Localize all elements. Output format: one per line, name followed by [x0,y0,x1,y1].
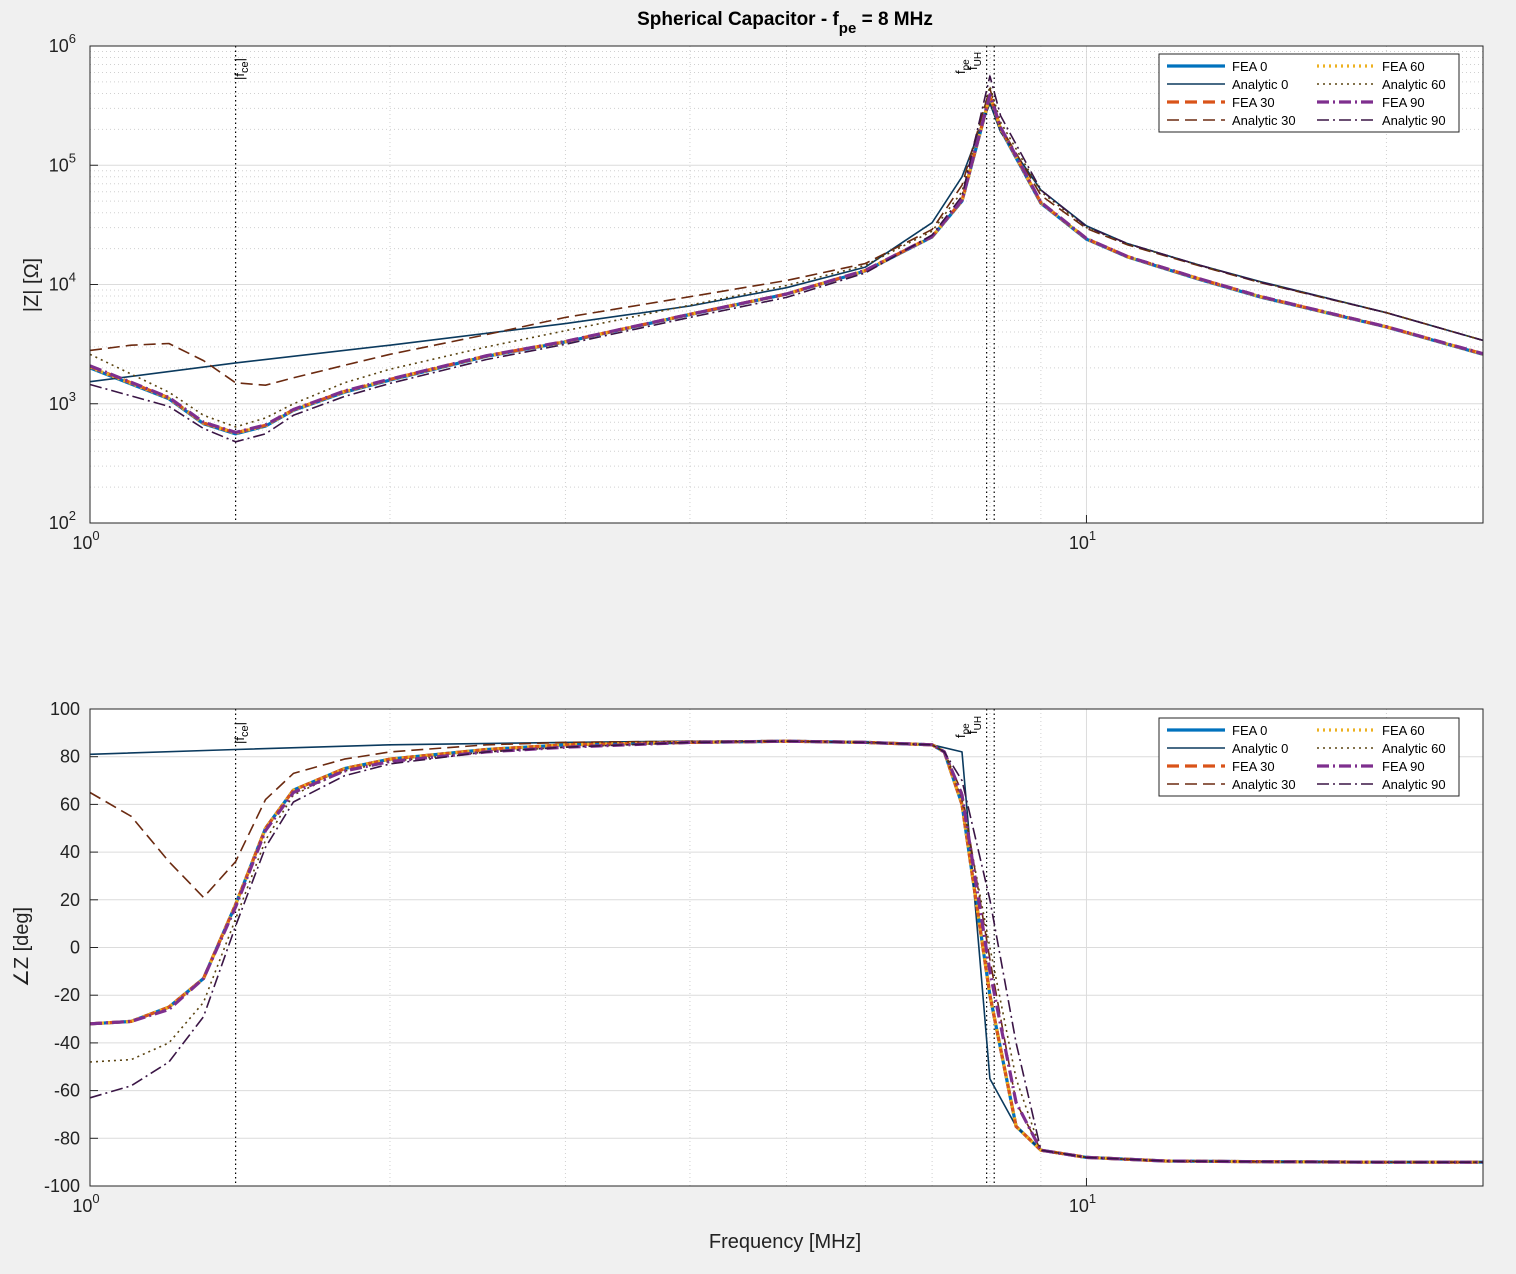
phase-axes: 100 101 -100 -80 -60 -40 -20 0 20 40 60 80 100 ∠Z [d… [11,699,1484,1253]
magnitude-curves [89,75,1484,443]
legend-label: Analytic 30 [1232,777,1296,792]
magnitude-ylabel: |Z| [Ω] [21,258,43,312]
title-main: Spherical Capacitor - f [637,9,839,30]
fpe-annotation-bottom: fpe [953,723,972,738]
magnitude-legend: FEA 0 Analytic 0 FEA 30 Analytic 30 FEA 60 An… [1158,53,1460,133]
y-tick-label: -40 [54,1033,80,1053]
figure-title: Spherical Capacitor - fpe = 8 MHz [637,9,933,37]
legend-label: FEA 0 [1232,59,1267,74]
series-line-analytic-90 [89,740,1483,1163]
phase-legend: FEA 0 Analytic 0 FEA 30 Analytic 30 FEA 60 An… [1158,717,1460,797]
fce-annotation-bottom: |fce| [232,722,251,744]
x-tick-label: 100 [72,528,99,553]
magnitude-annotations: |fce| fpe fUH [232,52,984,80]
phase-annotations: |fce| fpe fUH [232,716,984,744]
phase-curves [89,739,1483,1164]
title-subscript: pe [839,20,857,37]
series-line-fea-90 [89,93,1484,434]
phase-ylabel: ∠Z [deg] [11,907,33,987]
xlabel: Frequency [MHz] [709,1231,861,1253]
series-line-analytic-60 [89,85,1484,428]
series-line-analytic-30 [89,87,1484,387]
y-tick-label: 105 [49,150,76,175]
y-tick-label: 104 [49,270,76,295]
y-tick-label: 80 [60,747,80,767]
y-tick-label: 106 [49,31,76,56]
legend-label: Analytic 90 [1382,777,1446,792]
title-tail: = 8 MHz [856,9,933,30]
y-tick-label: 100 [50,699,80,719]
y-tick-label: -100 [44,1176,80,1196]
phase-tick-labels: 100 101 -100 -80 -60 -40 -20 0 20 40 60 80 100 [44,699,1096,1216]
y-tick-label: 60 [60,794,80,814]
fuh-annotation-top: fUH [965,52,984,70]
fce-annotation-top: |fce| [232,58,251,80]
series-line-analytic-90 [89,75,1484,443]
y-tick-label: -80 [54,1128,80,1148]
legend-label: FEA 30 [1232,95,1275,110]
legend-label: Analytic 90 [1382,113,1446,128]
legend-label: Analytic 0 [1232,77,1288,92]
legend-label: Analytic 60 [1382,77,1446,92]
x-tick-label: 101 [1069,1191,1096,1216]
legend-label: FEA 90 [1382,759,1425,774]
y-tick-label: 103 [49,389,76,414]
fpe-annotation-top: fpe [953,59,972,74]
legend-label: Analytic 0 [1232,741,1288,756]
x-tick-label: 101 [1069,528,1096,553]
y-tick-label: 20 [60,890,80,910]
magnitude-reference-lines [235,46,995,523]
magnitude-tick-labels: 100 101 102 103 104 105 106 [49,31,1096,553]
magnitude-axes: 100 101 102 103 104 105 106 |Z| [Ω] |fce| fpe … [21,31,1484,553]
x-tick-label: 100 [72,1191,99,1216]
y-tick-label: 102 [49,508,76,533]
y-tick-label: -60 [54,1081,80,1101]
legend-label: FEA 60 [1382,59,1425,74]
y-tick-label: 40 [60,842,80,862]
fuh-annotation-bottom: fUH [965,716,984,734]
legend-label: FEA 30 [1232,759,1275,774]
y-tick-label: -20 [54,985,80,1005]
legend-label: Analytic 30 [1232,113,1296,128]
legend-label: Analytic 60 [1382,741,1446,756]
legend-label: FEA 0 [1232,723,1267,738]
legend-label: FEA 90 [1382,95,1425,110]
y-tick-label: 0 [70,938,80,958]
legend-label: FEA 60 [1382,723,1425,738]
